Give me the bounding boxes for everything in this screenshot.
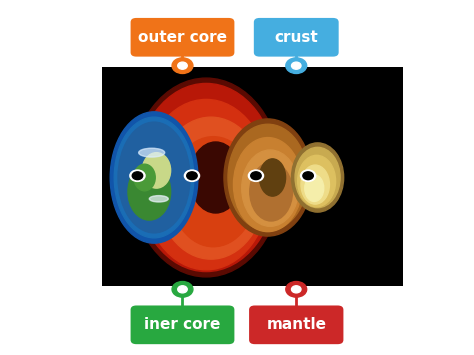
Ellipse shape bbox=[301, 165, 329, 204]
Ellipse shape bbox=[134, 164, 155, 191]
Circle shape bbox=[132, 172, 143, 180]
Ellipse shape bbox=[114, 117, 194, 238]
FancyBboxPatch shape bbox=[130, 305, 234, 344]
Circle shape bbox=[172, 282, 193, 297]
Circle shape bbox=[292, 286, 301, 293]
Ellipse shape bbox=[135, 83, 277, 272]
Circle shape bbox=[286, 58, 307, 73]
Text: mantle: mantle bbox=[266, 317, 326, 332]
Ellipse shape bbox=[149, 196, 168, 202]
FancyBboxPatch shape bbox=[130, 18, 234, 56]
Ellipse shape bbox=[250, 162, 292, 221]
Text: iner core: iner core bbox=[144, 317, 221, 332]
Ellipse shape bbox=[171, 137, 256, 247]
Ellipse shape bbox=[142, 99, 270, 270]
Circle shape bbox=[251, 172, 261, 180]
Circle shape bbox=[292, 62, 301, 69]
FancyBboxPatch shape bbox=[102, 67, 403, 286]
Ellipse shape bbox=[295, 147, 340, 208]
Circle shape bbox=[184, 170, 200, 181]
Circle shape bbox=[301, 170, 316, 181]
Ellipse shape bbox=[142, 153, 171, 188]
Ellipse shape bbox=[224, 119, 311, 236]
Text: crust: crust bbox=[274, 30, 318, 45]
Ellipse shape bbox=[242, 150, 299, 226]
Circle shape bbox=[187, 172, 197, 180]
Ellipse shape bbox=[118, 122, 190, 233]
Circle shape bbox=[286, 282, 307, 297]
Ellipse shape bbox=[305, 175, 324, 202]
Ellipse shape bbox=[292, 143, 344, 212]
Ellipse shape bbox=[110, 112, 198, 243]
Ellipse shape bbox=[228, 124, 308, 231]
FancyBboxPatch shape bbox=[249, 305, 343, 344]
Ellipse shape bbox=[128, 163, 171, 220]
Ellipse shape bbox=[138, 148, 165, 157]
Circle shape bbox=[178, 286, 187, 293]
Circle shape bbox=[178, 62, 187, 69]
Ellipse shape bbox=[130, 78, 282, 277]
Circle shape bbox=[248, 170, 264, 181]
Ellipse shape bbox=[233, 137, 302, 231]
Circle shape bbox=[130, 170, 145, 181]
Circle shape bbox=[303, 172, 313, 180]
Ellipse shape bbox=[156, 117, 265, 259]
Ellipse shape bbox=[298, 155, 336, 207]
FancyBboxPatch shape bbox=[254, 18, 338, 56]
Ellipse shape bbox=[259, 159, 285, 196]
Ellipse shape bbox=[190, 142, 242, 213]
Circle shape bbox=[172, 58, 193, 73]
Text: outer core: outer core bbox=[138, 30, 227, 45]
